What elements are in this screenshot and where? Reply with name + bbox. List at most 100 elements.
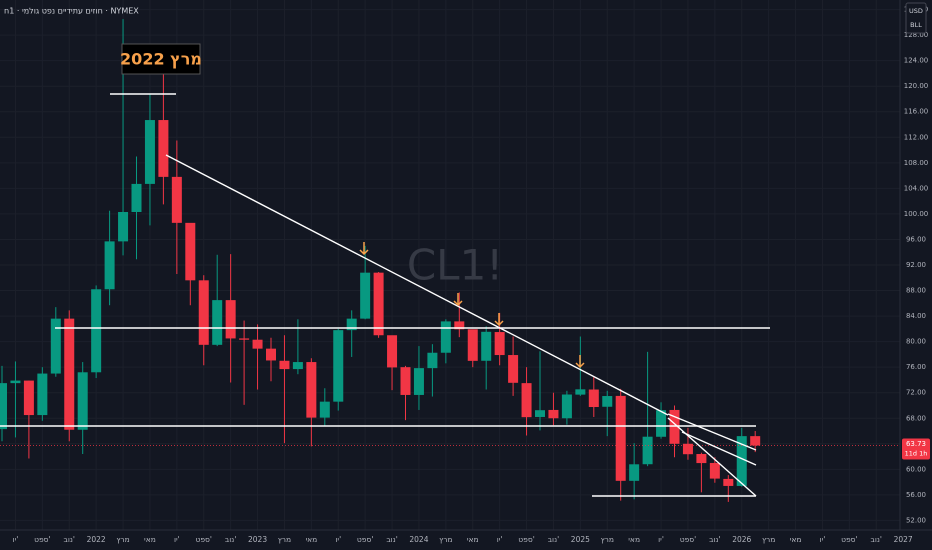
x-tick-label: מאי (467, 535, 479, 544)
y-tick-label: 120.00 (904, 82, 929, 90)
candle-body (387, 335, 398, 368)
x-tick-label: נוב' (709, 535, 720, 544)
currency-box (905, 2, 927, 34)
x-tick-label: מרץ (116, 535, 129, 544)
candle-body (77, 372, 88, 430)
x-tick-label: נוב' (386, 535, 397, 544)
y-tick-label: 128.00 (904, 31, 929, 39)
x-tick-label: ספט' (841, 535, 857, 544)
x-tick-label: מאי (628, 535, 640, 544)
candle-body (750, 436, 761, 446)
x-tick-label: 2025 (571, 535, 590, 544)
axes: 52.0056.0060.0064.0068.0072.0076.0080.00… (13, 6, 930, 544)
annotation-box (121, 43, 201, 75)
candle-body (373, 272, 384, 336)
candle-body (602, 396, 613, 407)
candle-body (333, 330, 344, 402)
candle-body (642, 436, 653, 465)
candle-body (481, 331, 492, 361)
candle-body (212, 300, 223, 345)
countdown: 11d 1h (905, 450, 928, 458)
y-tick-label: 116.00 (904, 108, 929, 116)
candle-body (400, 367, 411, 395)
candle-body (561, 394, 572, 419)
x-tick-label: ספט' (34, 535, 50, 544)
drawings (0, 93, 770, 497)
candle-body (266, 348, 276, 361)
x-tick-label: יו' (174, 535, 180, 544)
x-tick-label: 2023 (248, 535, 267, 544)
candle-body (548, 409, 559, 419)
y-tick-label: 72.00 (906, 389, 926, 397)
x-tick-label: יו' (497, 535, 503, 544)
candle-body (23, 380, 34, 416)
y-tick-label: 96.00 (906, 235, 926, 243)
annotation: מרץ 2022 (120, 50, 202, 69)
x-tick-label: יו' (820, 535, 826, 544)
x-tick-label: ספט' (518, 535, 534, 544)
arrow (359, 242, 369, 256)
candle-body (118, 212, 129, 242)
watermark: CL1! (407, 241, 503, 290)
plot (0, 19, 900, 502)
candle-body (696, 454, 707, 464)
candle-body (736, 436, 747, 486)
trend-line (165, 154, 669, 416)
candle-body (494, 332, 505, 356)
candle-body (171, 176, 182, 223)
candle-body (239, 338, 250, 340)
last-price-box (902, 438, 930, 460)
candle-body (279, 360, 290, 370)
candle-body (292, 362, 303, 370)
candle-body (198, 280, 209, 345)
candle-body (615, 395, 626, 481)
x-tick-label: נוב' (548, 535, 559, 544)
candle-body (306, 362, 317, 418)
x-tick-label: ספט' (357, 535, 373, 544)
x-tick-label: נוב' (871, 535, 882, 544)
candle-body (508, 355, 519, 383)
header-title: חוזים עתידיים נפט גולמי · 1ח · NYMEX (4, 7, 139, 16)
candle-body (346, 318, 357, 331)
candle-body (104, 241, 115, 290)
candle-body (10, 380, 21, 384)
y-tick-label: 80.00 (906, 338, 926, 346)
candle-body (0, 383, 7, 430)
candle-body (467, 329, 478, 361)
candle-body (185, 222, 196, 281)
grid (0, 0, 903, 530)
arrow (575, 355, 585, 369)
x-tick-label: 2024 (409, 535, 428, 544)
unit: BLL (910, 21, 922, 29)
candle-body (440, 321, 451, 353)
candle-body (158, 120, 169, 177)
y-tick-label: 84.00 (906, 312, 926, 320)
y-tick-label: 112.00 (904, 133, 929, 141)
y-tick-label: 68.00 (906, 414, 926, 422)
last-price-label: 63.73 (906, 440, 926, 448)
candle-body (319, 401, 330, 418)
currency: USD (909, 7, 923, 15)
x-tick-label: מרץ (278, 535, 291, 544)
x-tick-label: יו' (335, 535, 341, 544)
x-tick-label: מאי (144, 535, 156, 544)
candle-body (225, 300, 236, 339)
y-tick-label: 104.00 (904, 184, 929, 192)
candle-body (723, 478, 734, 486)
y-tick-label: 100.00 (904, 210, 929, 218)
x-tick-label: נוב' (225, 535, 236, 544)
x-tick-label: 2022 (87, 535, 106, 544)
candle-body (521, 383, 532, 418)
y-tick-label: 88.00 (906, 287, 926, 295)
candle-body (656, 410, 667, 437)
candle-body (413, 368, 424, 395)
y-tick-label: 60.00 (906, 465, 926, 473)
x-tick-label: נוב' (64, 535, 75, 544)
candle-body (709, 462, 720, 479)
candle-body (131, 183, 142, 212)
x-tick-label: מרץ (762, 535, 775, 544)
x-tick-label: יו' (13, 535, 19, 544)
